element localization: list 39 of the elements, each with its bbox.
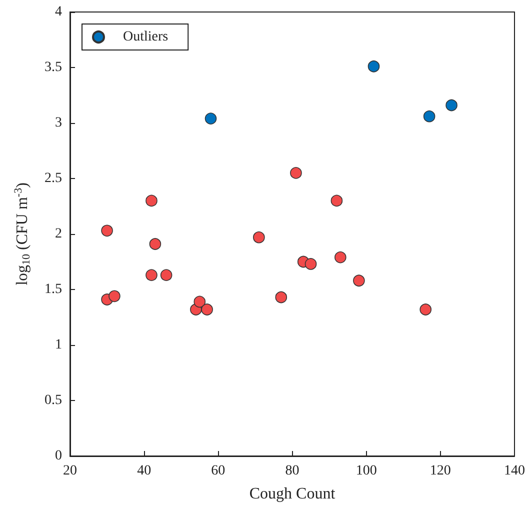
x-tick-label: 20 [63, 464, 77, 478]
point [420, 304, 432, 316]
legend-label: Outliers [123, 30, 168, 44]
y-tick-label: 1.5 [44, 282, 62, 297]
point [201, 304, 213, 316]
point [146, 269, 158, 281]
point [290, 167, 302, 179]
y-tick-label: 3 [55, 116, 62, 130]
x-axis-title: Cough Count [249, 486, 336, 502]
point [368, 60, 380, 72]
x-tick-label: 40 [137, 464, 152, 478]
point [160, 269, 172, 281]
point [204, 112, 217, 124]
y-tick-label: 0.5 [44, 393, 62, 408]
x-tick-label: 140 [504, 464, 525, 478]
point [353, 274, 365, 287]
x-tick-label: 60 [211, 464, 226, 478]
y-tick-label: 2 [55, 226, 62, 242]
point [108, 290, 120, 302]
point [423, 110, 436, 122]
y-tick-label: 0 [55, 448, 62, 464]
point [194, 296, 206, 308]
y-tick-label: 1 [55, 338, 62, 352]
point [149, 238, 162, 250]
y-tick-label: 2.5 [44, 171, 62, 186]
y-tick-label: 4 [55, 4, 62, 20]
point [275, 291, 288, 304]
x-tick-label: 100 [356, 464, 377, 478]
point [146, 194, 158, 207]
x-tick-label: 120 [430, 464, 451, 478]
y-tick-label: 3.5 [44, 60, 62, 75]
point [334, 251, 346, 264]
point [253, 231, 265, 244]
point [330, 194, 343, 207]
x-tick-label: 80 [285, 464, 300, 478]
point [446, 99, 458, 112]
point [101, 224, 113, 237]
y-axis-title: log10 (CFU m-3) [12, 182, 32, 286]
point [304, 258, 317, 270]
